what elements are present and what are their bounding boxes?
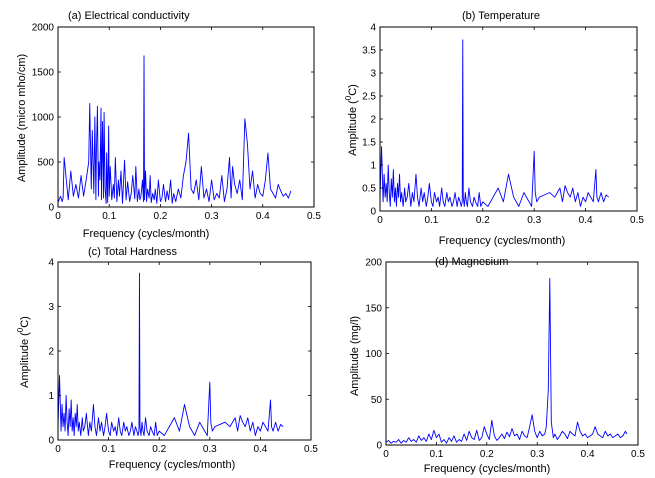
series-line	[57, 55, 292, 204]
panel-total-hardness: (c) Total Hardness 0 0.1 0.2 0.3 0.4 0.5 0 1 2 3 4…	[16, 246, 318, 471]
y-tick-label: 2	[370, 115, 376, 126]
y-axis-label: Amplitude (0C)	[344, 84, 359, 156]
plot-area: 0 0.1 0.2 0.3 0.4 0.5 0 50 100 150 200	[365, 258, 645, 461]
x-tick-label: 0	[55, 211, 61, 222]
y-tick-label: 0	[48, 436, 54, 447]
y-tick-label: 0	[376, 441, 382, 452]
x-tick-label: 0	[55, 444, 61, 455]
y-tick-label: 0	[370, 207, 376, 218]
chart-title: (a) Electrical conductivity	[68, 10, 190, 22]
x-tick-label: 0.4	[581, 449, 595, 460]
x-axis-label: Frequency (cycles/month)	[109, 459, 236, 471]
x-tick-label: 0.1	[424, 215, 438, 226]
chart-title: (b) Temperature	[462, 10, 540, 22]
x-tick-label: 0.3	[203, 444, 217, 455]
y-axis-label-main: Amplitude (	[19, 332, 31, 388]
x-tick-label: 0.1	[102, 211, 116, 222]
y-tick-label: 0.5	[362, 184, 376, 195]
y-axis-label-superscript: 0	[16, 327, 25, 332]
x-tick-label: 0.5	[630, 215, 644, 226]
y-tick-label: 2	[48, 347, 54, 358]
y-axis-label-main: Amplitude (	[347, 100, 359, 156]
series-line	[385, 278, 628, 444]
y-tick-label: 3	[48, 302, 54, 313]
x-tick-label: 0.3	[527, 215, 541, 226]
x-tick-label: 0	[383, 449, 389, 460]
series-line	[57, 272, 284, 436]
chart-title: (c) Total Hardness	[88, 246, 178, 258]
y-axis-label: Amplitude (micro mho/cm)	[16, 54, 28, 182]
x-tick-label: 0.4	[579, 215, 593, 226]
x-tick-label: 0.5	[631, 449, 645, 460]
x-tick-label: 0.1	[102, 444, 116, 455]
x-tick-label: 0.5	[304, 444, 318, 455]
x-tick-label: 0.1	[429, 449, 443, 460]
y-tick-label: 1.5	[362, 138, 376, 149]
plot-area: 0 0.1 0.2 0.3 0.4 0.5 0 500 1000 1500 2000	[32, 23, 322, 223]
y-tick-label: 50	[371, 395, 383, 406]
panel-electrical-conductivity: (a) Electrical conductivity 0 0.1 0.2 0.3 0.…	[16, 10, 321, 240]
x-tick-label: 0.2	[152, 444, 166, 455]
y-tick-label: 4	[370, 23, 376, 34]
y-tick-label: 1	[48, 391, 54, 402]
y-axis-label-superscript: 0	[344, 95, 353, 100]
y-tick-label: 3.5	[362, 46, 376, 57]
series-line	[379, 39, 610, 207]
y-tick-label: 100	[365, 349, 382, 360]
y-tick-label: 1500	[32, 68, 55, 79]
y-tick-label: 4	[48, 258, 54, 269]
y-tick-label: 200	[365, 258, 382, 269]
panel-temperature: (b) Temperature 0 0.1 0.2 0.3 0.4 0.5 0 0.5 1 1.5…	[344, 10, 644, 247]
y-tick-label: 2000	[32, 23, 55, 34]
axes-frame	[57, 261, 312, 441]
x-tick-label: 0.2	[153, 211, 167, 222]
y-tick-label: 0	[48, 203, 54, 214]
axes-frame	[379, 26, 638, 212]
x-axis-label: Frequency (cycles/month)	[424, 463, 551, 475]
x-tick-label: 0.5	[307, 211, 321, 222]
plot-area: 0 0.1 0.2 0.3 0.4 0.5 0 0.5 1 1.5 2 2.5 3 3.5 4	[362, 23, 644, 227]
y-tick-label: 1000	[32, 113, 55, 124]
x-tick-label: 0.4	[253, 444, 267, 455]
x-tick-label: 0.2	[476, 215, 490, 226]
x-tick-label: 0.3	[530, 449, 544, 460]
y-tick-label: 150	[365, 303, 382, 314]
x-tick-label: 0.2	[480, 449, 494, 460]
x-tick-label: 0.4	[256, 211, 270, 222]
plot-area: 0 0.1 0.2 0.3 0.4 0.5 0 1 2 3 4	[48, 258, 318, 456]
axes-frame	[385, 261, 639, 446]
y-tick-label: 3	[370, 69, 376, 80]
y-axis-label: Amplitude (0C)	[16, 316, 31, 388]
panel-magnesium: (d) Magnesium 0 0.1 0.2 0.3 0.4 0.50501001502…	[349, 256, 645, 475]
y-axis-label: Amplitude (mg/l)	[349, 316, 361, 396]
x-axis-label: Frequency (cycles/month)	[83, 228, 210, 240]
y-tick-label: 500	[37, 158, 54, 169]
x-axis-label: Frequency (cycles/month)	[439, 235, 566, 247]
y-axis-label-unit: C)	[19, 316, 31, 328]
y-tick-label: 1	[370, 161, 376, 172]
y-axis-label-unit: C)	[347, 84, 359, 96]
x-tick-label: 0	[377, 215, 383, 226]
y-tick-label: 2.5	[362, 92, 376, 103]
x-tick-label: 0.3	[205, 211, 219, 222]
